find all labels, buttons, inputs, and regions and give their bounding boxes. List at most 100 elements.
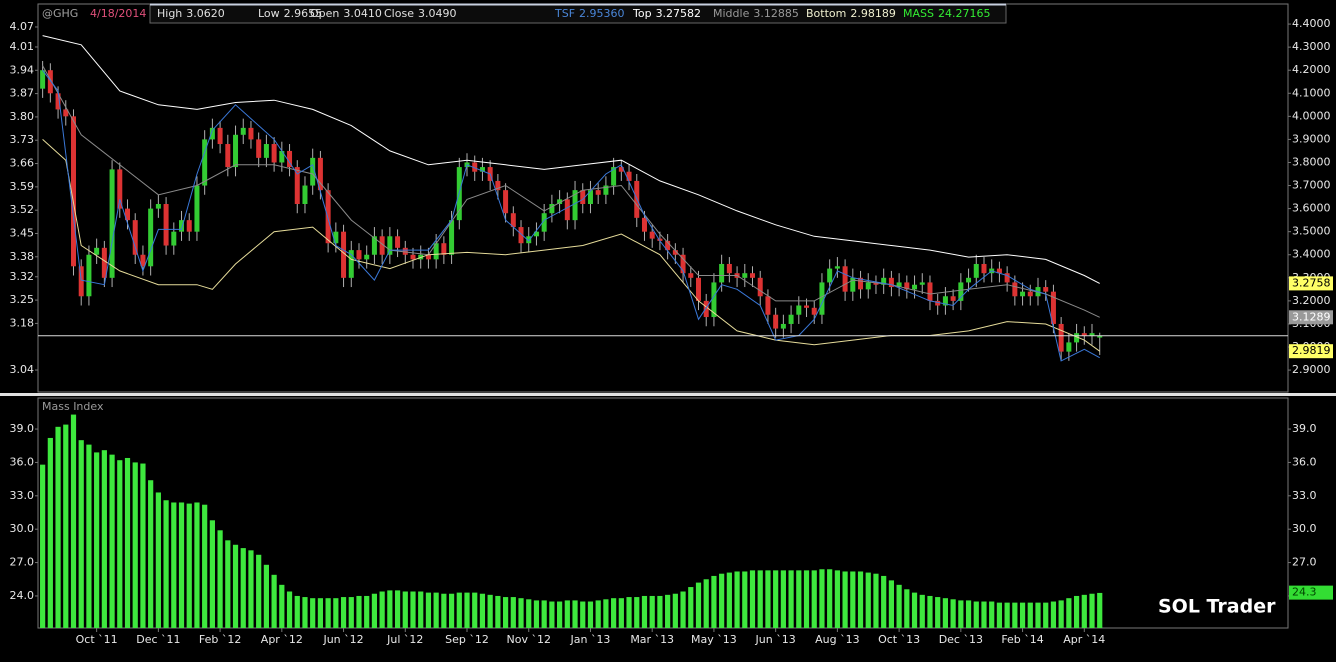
candle-body (858, 277, 864, 290)
header-value: 3.0620 (186, 7, 225, 20)
candle-body (1097, 335, 1103, 338)
candle-body (279, 150, 285, 163)
bar (310, 598, 316, 628)
bar (1050, 601, 1057, 628)
candle-body (966, 277, 972, 283)
candle-body (140, 254, 146, 267)
bar (448, 593, 455, 628)
bar (819, 569, 825, 628)
candle-body (827, 268, 833, 283)
candle-body (117, 169, 123, 209)
candle-body (726, 263, 732, 274)
candle-body (271, 144, 277, 163)
header-value: 24.27165 (938, 7, 991, 20)
candle-body (240, 127, 246, 135)
bar (1066, 598, 1072, 628)
candle-body (163, 203, 169, 246)
bar (333, 598, 339, 628)
candle-body (533, 231, 539, 237)
candle-body (703, 300, 709, 318)
candle-body (873, 282, 879, 285)
candle-body (611, 167, 617, 186)
candle-body (86, 254, 92, 297)
bar (232, 544, 239, 628)
candle-body (125, 208, 131, 221)
candle-body (881, 277, 887, 285)
candle-body (155, 203, 161, 209)
bar (611, 598, 617, 628)
bar (1043, 602, 1049, 628)
bar (518, 598, 524, 628)
candle-body (479, 167, 485, 172)
bar (665, 594, 671, 628)
candle-body (850, 277, 856, 292)
candle-body (912, 284, 918, 290)
bar (734, 571, 740, 628)
candle-body (595, 190, 601, 195)
bar (595, 600, 601, 628)
candle-body (742, 273, 748, 278)
candle-body (40, 70, 46, 89)
candle-body (78, 266, 84, 297)
y-tick-label: 4.3000 (1292, 40, 1331, 53)
y2-tick-label: 3.66 (10, 157, 35, 170)
candle-body (526, 236, 532, 244)
overlay-line (42, 65, 1100, 318)
bar (773, 570, 779, 628)
bar (564, 600, 570, 628)
y-tick-label: 30.0 (1292, 522, 1317, 535)
bar (171, 502, 177, 628)
candle-body (804, 305, 810, 308)
candle-body (549, 203, 555, 214)
header-value: 2.9655 (284, 7, 323, 20)
candle-body (209, 127, 215, 140)
header-value: 2.95360 (579, 7, 625, 20)
bar (827, 569, 833, 628)
bar (302, 597, 308, 628)
candle-body (441, 243, 447, 255)
value-flag-label: 3.2758 (1292, 276, 1331, 289)
x-tick-label: Apr `12 (261, 633, 303, 646)
candle-body (132, 220, 138, 255)
bar (225, 540, 231, 628)
bar (557, 601, 563, 628)
bar (472, 592, 478, 628)
bar (711, 575, 717, 628)
overlay-line (42, 35, 1100, 284)
y-tick-label-left: 36.0 (10, 455, 35, 468)
bar (186, 503, 192, 628)
bar (857, 571, 864, 628)
y-tick-label: 3.6000 (1292, 202, 1331, 215)
candle-body (55, 93, 61, 110)
bar (927, 595, 933, 628)
bar (109, 454, 115, 628)
bar (726, 572, 732, 628)
y-tick-label: 3.8000 (1292, 155, 1331, 168)
bar (117, 460, 123, 628)
bar (55, 426, 61, 628)
y2-tick-label: 3.87 (10, 87, 35, 100)
candle-body (387, 236, 393, 255)
candle-body (896, 282, 902, 288)
header-label: Low (258, 7, 280, 20)
bar (549, 601, 555, 628)
bar (279, 584, 285, 628)
candle-body (101, 247, 107, 278)
x-tick-label: Jan `13 (569, 633, 610, 646)
bar (996, 602, 1003, 628)
bar (101, 450, 107, 628)
bar (788, 570, 794, 628)
candle-body (626, 171, 632, 181)
x-tick-label: Dec `13 (939, 633, 983, 646)
header-value: 3.0410 (343, 7, 382, 20)
header-label: Top (632, 7, 652, 20)
bar (441, 593, 447, 628)
bar (433, 592, 439, 628)
candle-body (950, 296, 956, 301)
bar (796, 570, 802, 628)
candle-body (364, 254, 370, 260)
candle-body (248, 127, 254, 140)
bar (371, 593, 378, 628)
bar (942, 598, 949, 628)
